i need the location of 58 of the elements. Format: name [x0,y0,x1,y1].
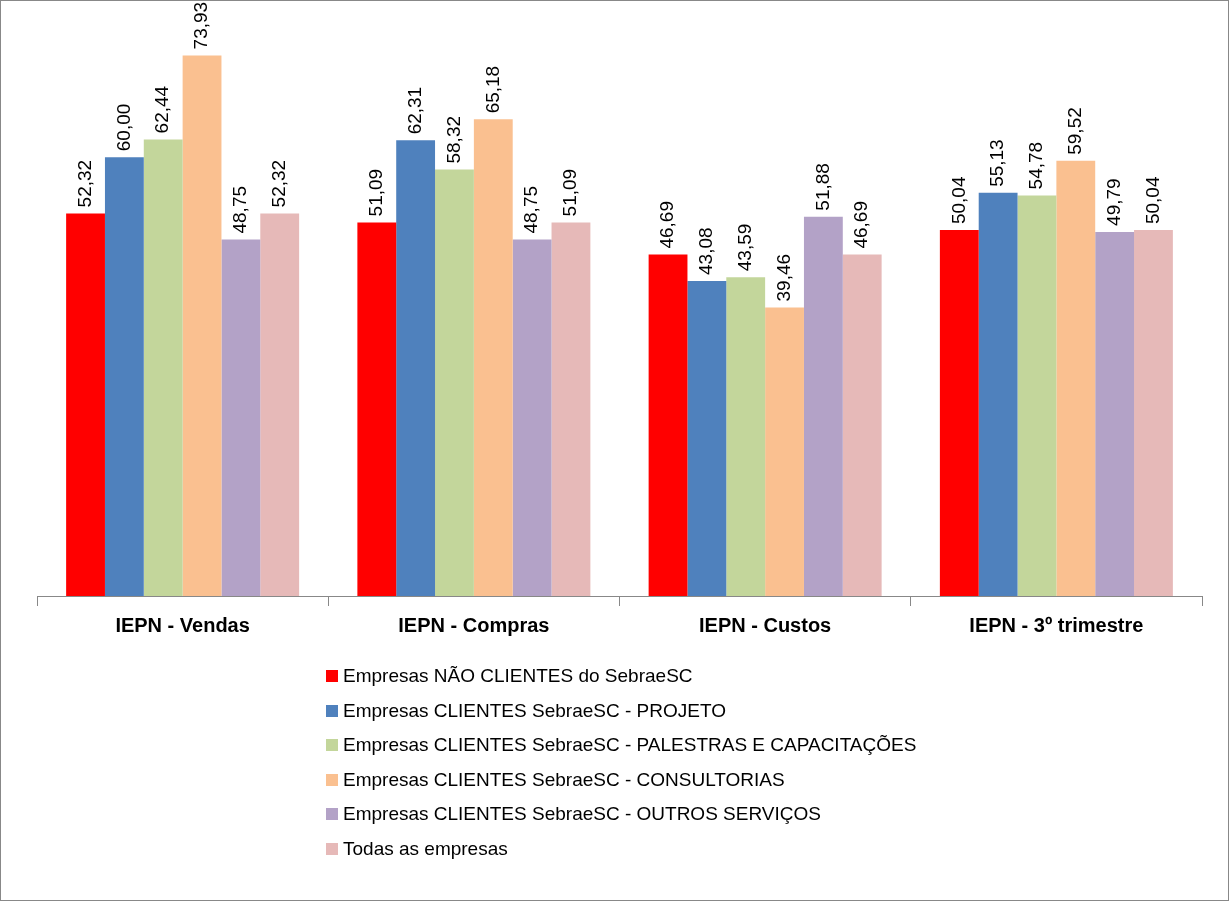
data-label: 39,46 [772,253,794,302]
data-label: 60,00 [112,103,134,152]
bar [939,230,979,596]
data-label: 58,32 [442,115,464,164]
bar [104,157,144,596]
bar [143,139,183,596]
bar [260,213,300,596]
data-label: 51,88 [811,163,833,211]
data-label: 50,04 [947,176,969,225]
bar [396,140,436,596]
data-label: 59,52 [1064,107,1086,155]
x-tick-label: IEPN - Compras [398,613,550,636]
data-label: 48,75 [229,185,251,234]
data-label: 73,93 [190,1,212,50]
bar [182,55,222,596]
x-tick-label: IEPN - 3º trimestre [969,613,1144,636]
data-label: 65,18 [481,65,503,114]
legend-label: Empresas CLIENTES SebraeSC - PALESTRAS E CAPACITAÇÕES [343,734,917,757]
data-label: 48,75 [520,185,542,234]
bar [765,307,804,596]
x-tick-label: IEPN - Vendas [115,613,250,636]
bar [978,192,1018,596]
bar [648,254,688,596]
data-label: 43,08 [695,227,717,275]
data-label: 52,32 [267,159,289,208]
bar [1017,195,1057,596]
bar [842,254,882,596]
data-label: 62,44 [151,85,173,134]
bar [357,222,397,596]
bar [512,239,552,596]
bar [1095,231,1135,596]
data-label: 51,09 [559,168,581,217]
legend-label: Todas as empresas [343,837,508,860]
data-label: 46,69 [850,201,872,249]
legend-label: Empresas CLIENTES SebraeSC - OUTROS SERVIÇOS [343,803,821,826]
data-label: 52,32 [73,159,95,208]
x-tick-label: IEPN - Custos [699,613,832,636]
data-label: 62,31 [403,86,425,135]
bar [687,280,727,596]
data-label: 49,79 [1102,178,1124,226]
bar [803,216,843,596]
bar [1056,160,1096,596]
data-label: 55,13 [986,139,1008,187]
bar [726,277,766,596]
data-label: 54,78 [1025,141,1047,190]
legend-label: Empresas CLIENTES SebraeSC - PROJETO [343,699,726,722]
data-label: 50,04 [1141,176,1163,225]
data-label: 46,69 [656,201,678,249]
bar [221,239,261,596]
bar [1134,230,1173,596]
data-label: 51,09 [365,168,387,217]
bar [435,169,474,596]
bar [473,119,513,596]
data-label: 43,59 [733,223,755,272]
bar [66,213,105,596]
legend-label: Empresas NÃO CLIENTES do SebraeSC [343,665,693,688]
legend-label: Empresas CLIENTES SebraeSC - CONSULTORIAS [343,768,785,791]
bar [551,222,591,596]
